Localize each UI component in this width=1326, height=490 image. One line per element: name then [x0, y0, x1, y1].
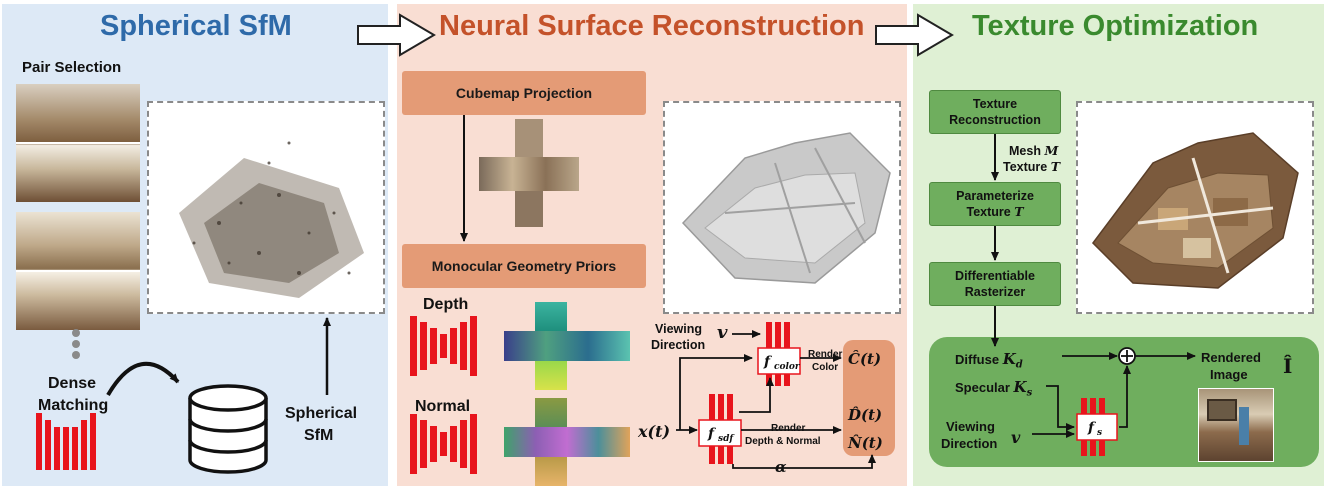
ellipsis-dots: [72, 329, 80, 359]
f-s-sub-glyph: s: [1097, 428, 1102, 438]
f-sdf-sub-glyph: sdf: [718, 434, 735, 444]
rasterizer-label-2: Rasterizer: [964, 285, 1026, 299]
texture-label: Texture: [1003, 160, 1048, 174]
specular-subscript: s: [1026, 387, 1033, 399]
panel-title-sfm: Spherical SfM: [100, 10, 292, 42]
c-hat-symbol: Ĉ(t): [848, 350, 882, 368]
depth-label: Depth: [423, 296, 469, 313]
f-sdf-glyph: f: [707, 426, 717, 442]
specular-label: Specular: [955, 380, 1010, 395]
texture-t-label: Texture T: [1003, 159, 1060, 174]
curved-arrow: [106, 361, 180, 397]
texture-reconstruction-label-2: Reconstruction: [949, 113, 1041, 127]
viewing-direction-label-tex-1: Viewing: [946, 419, 995, 434]
rasterizer-label-1: Differentiable: [955, 269, 1035, 283]
parameterize-t-symbol: T: [1014, 204, 1024, 219]
normal-label: Normal: [415, 398, 471, 415]
texture-reconstruction-label-1: Texture: [972, 97, 1018, 111]
textured-mesh: [1092, 132, 1299, 289]
mesh-label: Mesh: [1009, 144, 1041, 158]
diffuse-label: Diffuse: [955, 352, 1000, 367]
dense-matching-label-1: Dense: [48, 375, 97, 392]
parameterize-label-2-row: Texture T: [966, 204, 1023, 220]
database-icon: [188, 384, 268, 474]
render-color-label-2: Color: [812, 362, 839, 373]
sparse-point-cloud-frame: [147, 101, 385, 314]
depth-network: [410, 316, 477, 376]
depth-cubemap-image: [504, 302, 630, 390]
d-hat-symbol: D̂(t): [848, 406, 883, 424]
plus-operator: [1118, 347, 1136, 365]
pair-selection-label: Pair Selection: [22, 59, 122, 76]
stage-arrow-2: [875, 13, 954, 57]
alpha-symbol: α: [775, 458, 787, 476]
rendered-image-label-2: Image: [1210, 367, 1248, 382]
diffuse-k-symbol: K: [1002, 350, 1016, 368]
nsr-connectors: [676, 330, 876, 469]
viewing-direction-label-1: Viewing: [655, 322, 703, 336]
render-color-label-1: Render: [808, 349, 843, 360]
parameterize-texture-box: Parameterize Texture T: [929, 182, 1061, 226]
viewing-direction-label-2: Direction: [651, 338, 706, 352]
render-output-box: [843, 340, 895, 456]
specular-k-symbol: K: [1013, 378, 1027, 396]
differentiable-rasterizer-box: Differentiable Rasterizer: [929, 262, 1061, 306]
reconstructed-mesh-frame: [663, 101, 901, 314]
shading-connectors: [1032, 352, 1196, 438]
panel-title-nsr: Neural Surface Reconstruction: [439, 10, 865, 42]
parameterize-label-2: Texture: [966, 205, 1011, 219]
panel-title-tex: Texture Optimization: [972, 10, 1259, 42]
render-depth-normal-label-2: Depth & Normal: [745, 436, 821, 447]
spherical-sfm-label-2: SfM: [304, 427, 334, 444]
gray-mesh: [681, 132, 891, 284]
render-depth-normal-label-1: Render: [771, 423, 806, 434]
textured-mesh-frame: [1076, 101, 1314, 314]
f-s-glyph: f: [1087, 420, 1097, 436]
texture-reconstruction-box: Texture Reconstruction: [929, 90, 1061, 134]
mesh-m-symbol: M: [1044, 143, 1059, 158]
n-hat-symbol: N̂(t): [848, 434, 883, 452]
texture-optimization-panel: Texture Optimization Texture Reconstruct…: [913, 4, 1324, 486]
dense-matching-network: [36, 413, 96, 470]
normal-cubemap-image: [504, 398, 630, 486]
dense-matching-label-2: Matching: [38, 397, 109, 414]
cubemap-projection-box: Cubemap Projection: [402, 71, 646, 115]
v-symbol-tex: v: [1011, 428, 1021, 447]
x-t-symbol: x(t): [638, 422, 671, 441]
sparse-point-cloud: [179, 141, 364, 298]
texture-t-symbol: T: [1050, 159, 1061, 174]
diffuse-kd-label: Diffuse Kd: [955, 350, 1023, 371]
f-color-glyph: f: [763, 354, 773, 370]
i-hat-symbol: Î: [1283, 354, 1293, 378]
parameterize-label-1: Parameterize: [956, 189, 1034, 203]
specular-ks-label: Specular Ks: [955, 378, 1032, 399]
rendered-image: [1198, 388, 1274, 462]
spherical-sfm-panel: Spherical SfM Pair Selection Dense Match…: [2, 4, 388, 486]
diffuse-subscript: d: [1015, 359, 1023, 371]
normal-network: [410, 414, 477, 474]
neural-surface-reconstruction-panel: Neural Surface Reconstruction Cubemap Pr…: [397, 4, 907, 486]
rendered-image-label-1: Rendered: [1201, 350, 1261, 365]
spherical-sfm-label-1: Spherical: [285, 405, 358, 422]
cubemap-image: [479, 119, 579, 227]
f-color-sub-glyph: color: [774, 362, 801, 372]
monocular-geometry-priors-box: Monocular Geometry Priors: [402, 244, 646, 288]
viewing-direction-label-tex-2: Direction: [941, 436, 998, 451]
mesh-m-label: Mesh M: [1009, 143, 1058, 158]
stage-arrow-1: [357, 13, 436, 57]
v-symbol: v: [717, 322, 728, 343]
